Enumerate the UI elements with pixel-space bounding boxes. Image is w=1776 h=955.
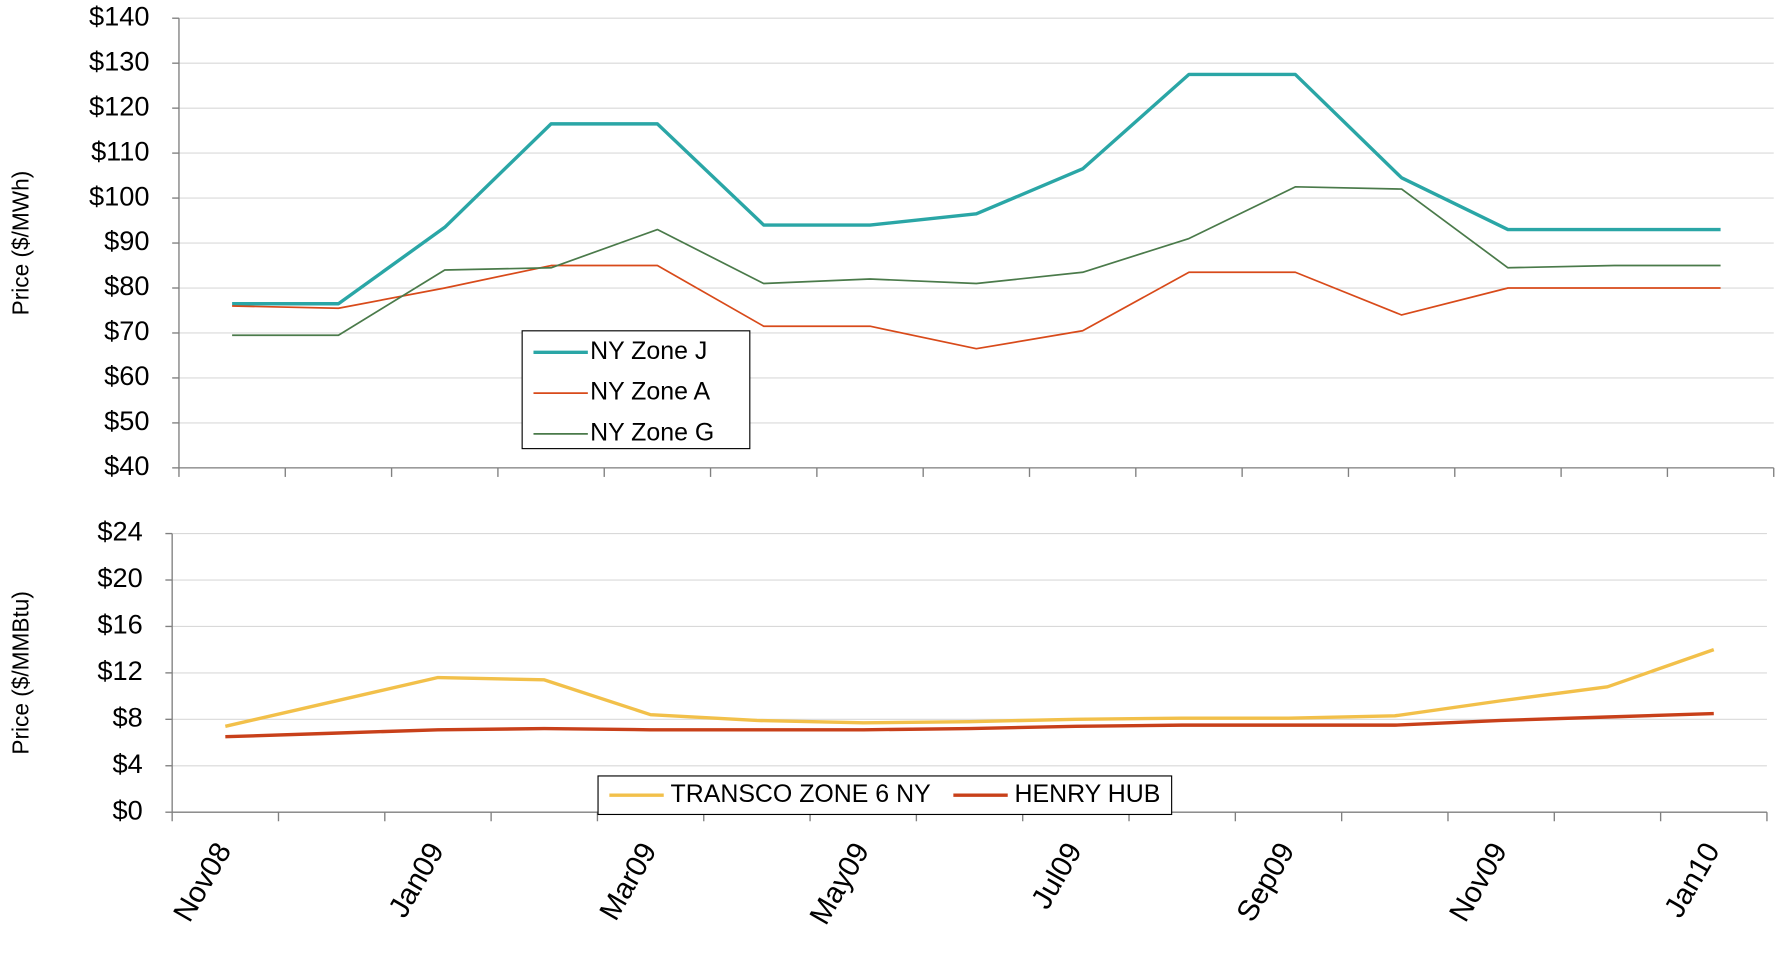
legend: NY Zone J NY Zone A NY Zone G (521, 330, 751, 450)
y-tick-label: $8 (112, 702, 142, 733)
x-tick-label: Nov09 (1443, 837, 1514, 927)
y-tick-label: $90 (104, 225, 149, 256)
legend-box (597, 775, 1173, 816)
y-tick-label: $140 (89, 0, 149, 31)
series-line (232, 72, 1721, 306)
series-line (232, 185, 1721, 337)
x-tick-label: Jul09 (1025, 837, 1089, 914)
y-tick-label: $50 (104, 405, 149, 436)
y-tick-label: $70 (104, 315, 149, 346)
y-tick-label: $110 (91, 135, 149, 166)
x-tick-label: Nov08 (167, 837, 238, 927)
y-tick-label: $120 (89, 90, 149, 121)
y-tick-label: $4 (112, 748, 142, 779)
y-tick-label: $12 (97, 655, 142, 686)
series-line (232, 264, 1721, 350)
x-tick-label: Jan09 (382, 837, 451, 923)
y-axis-label: Price ($/MWh) (8, 171, 34, 316)
legend-label: NY Zone G (590, 418, 714, 446)
legend-label: HENRY HUB (1015, 780, 1161, 808)
legend-label: NY Zone J (590, 337, 707, 365)
y-tick-label: $0 (112, 794, 142, 825)
legend: TRANSCO ZONE 6 NY HENRY HUB (597, 775, 1173, 816)
y-tick-label: $24 (97, 516, 142, 547)
y-tick-label: $16 (97, 609, 142, 640)
y-axis-label: Price ($/MMBtu) (8, 591, 34, 755)
y-tick-label: $20 (97, 562, 142, 593)
legend-label: TRANSCO ZONE 6 NY (671, 780, 932, 808)
y-tick-label: $80 (104, 270, 149, 301)
y-tick-label: $60 (104, 360, 149, 391)
y-tick-label: $40 (104, 450, 149, 481)
legend-label: NY Zone A (590, 378, 710, 406)
series-line (225, 711, 1714, 739)
legend-box (521, 330, 751, 450)
y-tick-label: $130 (89, 45, 149, 76)
x-tick-label: Jan10 (1658, 837, 1727, 923)
x-tick-label: May09 (803, 837, 876, 930)
series-line (224, 648, 1715, 728)
x-tick-label: Mar09 (593, 837, 663, 926)
x-tick-label: Sep09 (1230, 837, 1301, 927)
y-tick-label: $100 (89, 180, 149, 211)
